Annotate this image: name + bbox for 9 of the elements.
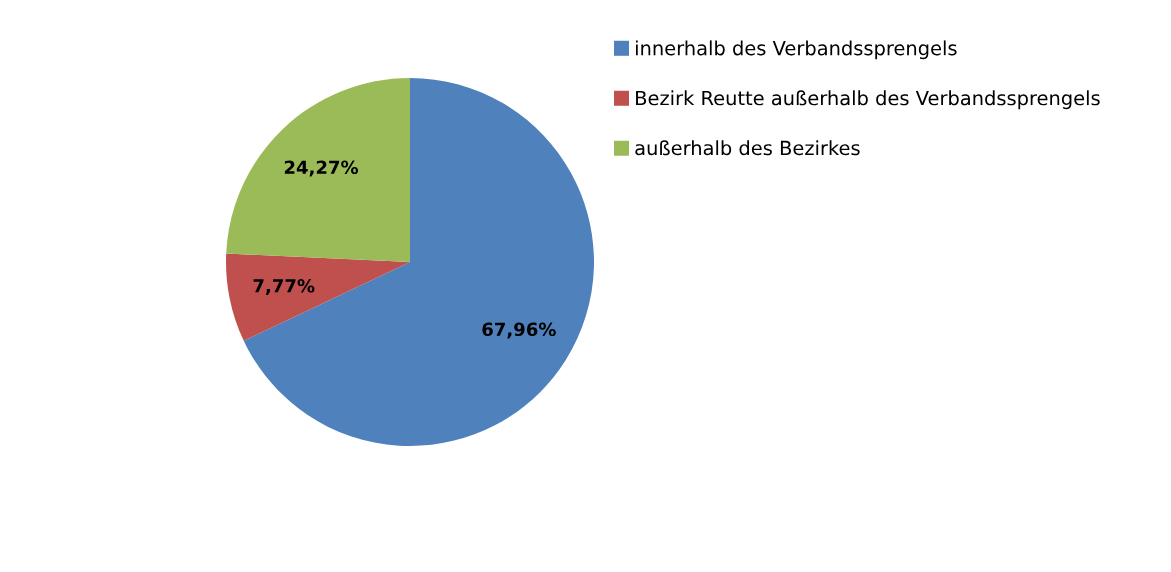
data-label: 24,27% [284,160,359,177]
legend-label: außerhalb des Bezirkes [635,140,860,156]
pie-slice [226,78,410,262]
legend-label: Bezirk Reutte außerhalb des Verbandssprengels [636,90,1100,110]
pie-slice [226,253,410,341]
pie-slice [243,78,594,446]
legend-label: innerhalb des Verbandssprengels [635,40,957,60]
data-label: 7,77% [253,278,315,295]
data-label: 67,96% [482,322,556,339]
